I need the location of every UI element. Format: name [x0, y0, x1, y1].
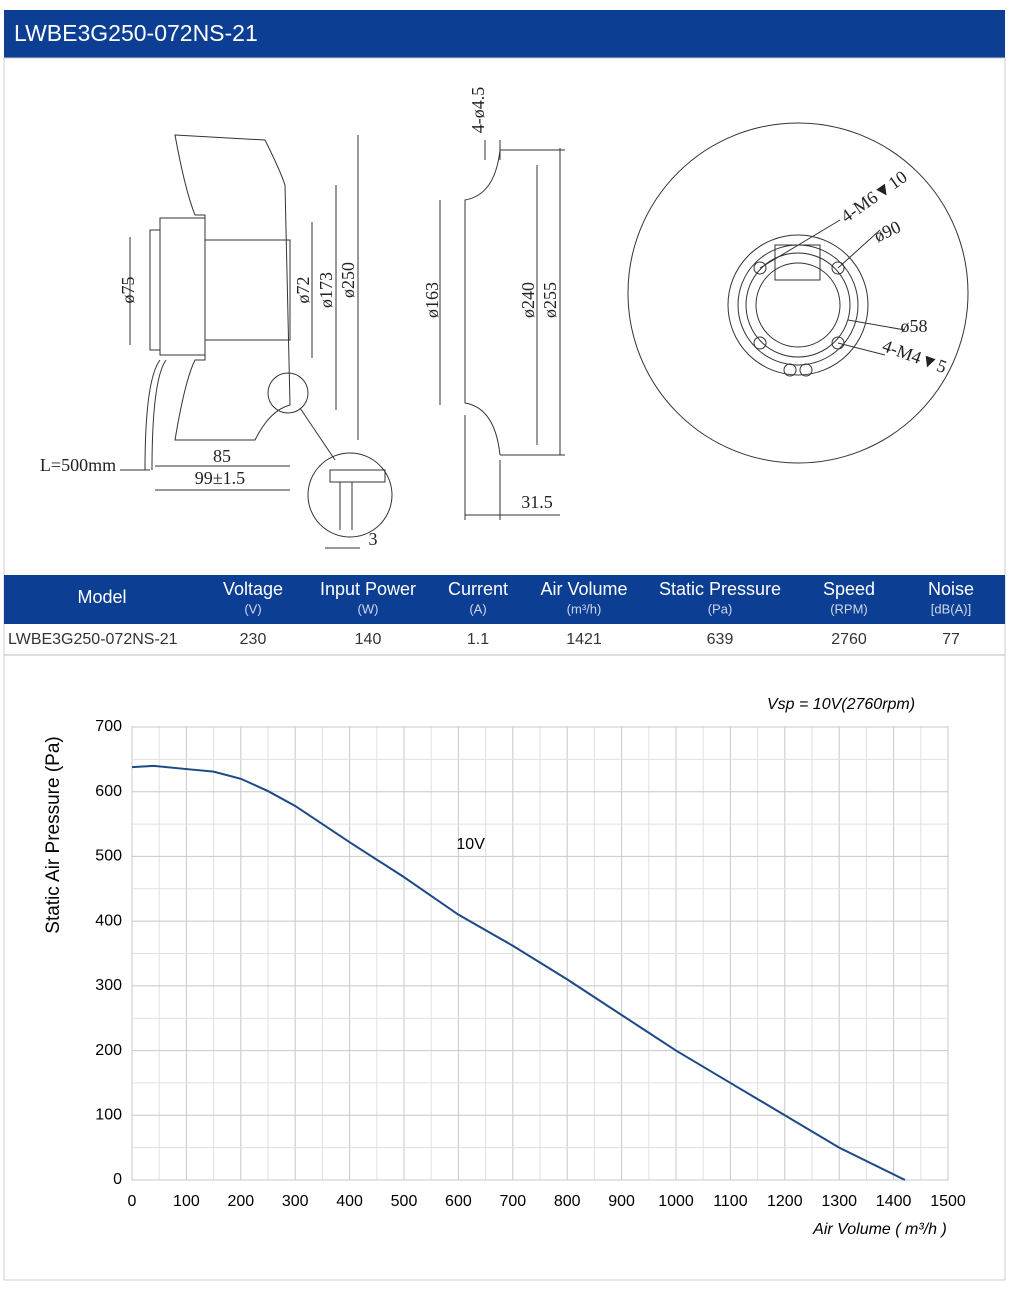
- column-name: Input Power: [320, 579, 416, 599]
- column-unit: [dB(A)]: [931, 601, 971, 616]
- dimension-label: ø240: [518, 282, 538, 318]
- dimension-label: ø58: [901, 316, 928, 336]
- column-name: Model: [77, 587, 126, 607]
- x-tick-label: 1500: [930, 1193, 966, 1210]
- column-name: Noise: [928, 579, 974, 599]
- x-tick-label: 400: [336, 1193, 363, 1210]
- dimension-label: L=500mm: [40, 455, 116, 475]
- table-cell: 2760: [831, 631, 867, 648]
- dimension-label: ø250: [338, 262, 358, 298]
- column-name: Speed: [823, 579, 875, 599]
- y-tick-label: 400: [95, 912, 122, 929]
- column-unit: (m³/h): [567, 601, 602, 616]
- y-tick-label: 500: [95, 848, 122, 865]
- chart-annotation: Vsp = 10V(2760rpm): [767, 696, 915, 713]
- dimension-label: 85: [213, 446, 231, 466]
- table-cell: LWBE3G250-072NS-21: [8, 631, 178, 648]
- table-cell: 77: [942, 631, 960, 648]
- y-tick-label: 700: [95, 718, 122, 735]
- x-tick-label: 900: [608, 1193, 635, 1210]
- column-name: Current: [448, 579, 508, 599]
- table-cell: 639: [707, 631, 734, 648]
- data-line: [131, 764, 906, 1181]
- technical-drawing: [120, 122, 969, 549]
- y-tick-label: 200: [95, 1042, 122, 1059]
- dimension-label: 31.5: [521, 492, 553, 512]
- x-tick-label: 300: [282, 1193, 309, 1210]
- dimension-label: 3: [369, 529, 378, 549]
- dimension-label: 4-M6▼10: [837, 167, 911, 227]
- dimension-label: 99±1.5: [195, 468, 245, 488]
- x-tick-label: 1100: [713, 1193, 748, 1210]
- dimension-label: ø173: [316, 272, 336, 308]
- dimension-label: 4-M4▼5: [880, 335, 950, 377]
- frame: [3, 57, 1006, 1281]
- table-cell: 1421: [566, 631, 602, 648]
- column-unit: (W): [358, 601, 379, 616]
- y-tick-label: 600: [95, 783, 122, 800]
- y-tick-label: 100: [95, 1107, 122, 1124]
- header-title: LWBE3G250-072NS-21: [14, 20, 258, 46]
- column-unit: (A): [469, 601, 486, 616]
- header-bar: [4, 10, 1005, 58]
- column-name: Voltage: [223, 579, 283, 599]
- dimension-label: ø72: [293, 277, 313, 304]
- series-label: 10V: [456, 836, 485, 853]
- x-tick-label: 800: [554, 1193, 581, 1210]
- x-tick-label: 500: [391, 1193, 418, 1210]
- x-tick-label: 1400: [876, 1193, 912, 1210]
- table-cell: 1.1: [467, 631, 489, 648]
- column-name: Static Pressure: [659, 579, 781, 599]
- x-tick-label: 700: [499, 1193, 526, 1210]
- column-unit: (Pa): [708, 601, 733, 616]
- column-name: Air Volume: [540, 579, 627, 599]
- column-unit: (V): [244, 601, 261, 616]
- table-cell: 140: [355, 631, 382, 648]
- x-tick-label: 1000: [658, 1193, 694, 1210]
- x-tick-label: 0: [128, 1193, 137, 1210]
- x-tick-label: 100: [173, 1193, 200, 1210]
- y-tick-label: 0: [113, 1171, 122, 1188]
- column-unit: (RPM): [830, 601, 868, 616]
- dimension-label: ø255: [540, 282, 560, 318]
- x-tick-label: 600: [445, 1193, 472, 1210]
- x-tick-label: 1300: [821, 1193, 857, 1210]
- y-tick-label: 300: [95, 977, 122, 994]
- dimension-label: ø163: [422, 282, 442, 318]
- table-cell: 230: [240, 631, 267, 648]
- y-axis-label: Static Air Pressure (Pa): [43, 736, 64, 933]
- dimension-label: ø90: [871, 217, 904, 247]
- x-axis-label: Air Volume ( m³/h ): [812, 1221, 947, 1238]
- dimension-label: ø75: [118, 277, 138, 304]
- dimension-label: 4-ø4.5: [468, 87, 488, 134]
- table-header: [4, 575, 1005, 624]
- x-tick-label: 1200: [767, 1193, 803, 1210]
- x-tick-label: 200: [227, 1193, 254, 1210]
